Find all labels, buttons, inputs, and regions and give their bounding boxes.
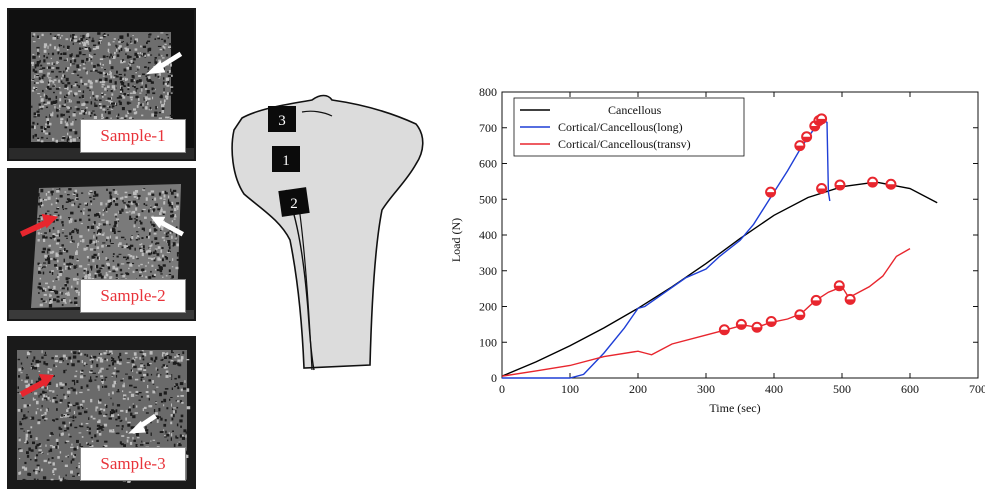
y-tick-label: 400 (479, 228, 497, 242)
failure-marker (885, 178, 897, 190)
y-tick-label: 800 (479, 85, 497, 99)
x-tick-label: 600 (901, 382, 919, 396)
axis-ticks: 0 100 200 300 400 500 600 700 0 100 200 300 400 500 60… (479, 85, 985, 396)
region-label: 3 (278, 113, 286, 129)
sample-1-photo: Sample-1 (7, 8, 196, 161)
sample-label: Sample-3 (80, 447, 186, 481)
x-tick-label: 0 (499, 382, 505, 396)
legend: Cancellous Cortical/Cancellous(long) Corti… (513, 97, 745, 157)
legend-entry: Cortical/Cancellous(transv) (558, 137, 691, 151)
load-time-chart: 0 100 200 300 400 500 600 700 0 100 200 300 400 500 60… (449, 85, 985, 415)
x-tick-label: 300 (697, 382, 715, 396)
y-tick-label: 0 (491, 371, 497, 385)
y-tick-label: 700 (479, 121, 497, 135)
sample-2-photo: Sample-2 (7, 168, 196, 321)
red-arrow-icon (19, 374, 55, 398)
failure-marker (844, 293, 856, 305)
region-2-marker (278, 187, 310, 217)
legend-entry: Cancellous (608, 103, 662, 117)
region-label: 2 (290, 196, 298, 212)
white-arrow-icon (145, 51, 183, 75)
tibia-outline (231, 94, 424, 369)
x-axis-label: Time (sec) (709, 401, 760, 415)
x-tick-label: 100 (561, 382, 579, 396)
tibia-diagram: 3 1 2 (231, 94, 424, 371)
failure-marker (867, 176, 879, 188)
legend-box (513, 97, 745, 157)
sample-label: Sample-2 (80, 279, 186, 313)
failure-marker (816, 113, 828, 125)
legend-entry: Cortical/Cancellous(long) (558, 120, 683, 134)
x-tick-label: 700 (969, 382, 985, 396)
region-label: 1 (282, 153, 290, 169)
y-axis-label: Load (N) (449, 218, 463, 262)
y-tick-label: 100 (479, 335, 497, 349)
y-tick-label: 600 (479, 157, 497, 171)
failure-marker (765, 186, 777, 198)
failure-marker (735, 318, 747, 330)
failure-marker (794, 309, 806, 321)
failure-marker (794, 140, 806, 152)
failure-marker (718, 324, 730, 336)
sample-3-photo: Sample-3 (7, 336, 196, 489)
failure-marker (833, 280, 845, 292)
x-tick-label: 200 (629, 382, 647, 396)
x-tick-label: 500 (833, 382, 851, 396)
red-arrow-icon (19, 213, 59, 237)
failure-marker (810, 294, 822, 306)
y-tick-label: 500 (479, 192, 497, 206)
y-tick-label: 200 (479, 300, 497, 314)
region-1-marker (272, 146, 300, 172)
x-tick-label: 400 (765, 382, 783, 396)
y-tick-label: 300 (479, 264, 497, 278)
series-line-2 (501, 247, 911, 377)
white-arrow-icon (128, 413, 157, 434)
region-3-marker (268, 106, 296, 132)
white-arrow-icon (150, 216, 184, 237)
markers-layer (718, 113, 897, 336)
failure-marker (816, 183, 828, 195)
failure-marker (765, 316, 777, 328)
sample-label: Sample-1 (80, 119, 186, 153)
sample-1-texture (9, 10, 194, 159)
failure-marker (834, 179, 846, 191)
failure-marker (751, 321, 763, 333)
failure-marker (801, 131, 813, 143)
